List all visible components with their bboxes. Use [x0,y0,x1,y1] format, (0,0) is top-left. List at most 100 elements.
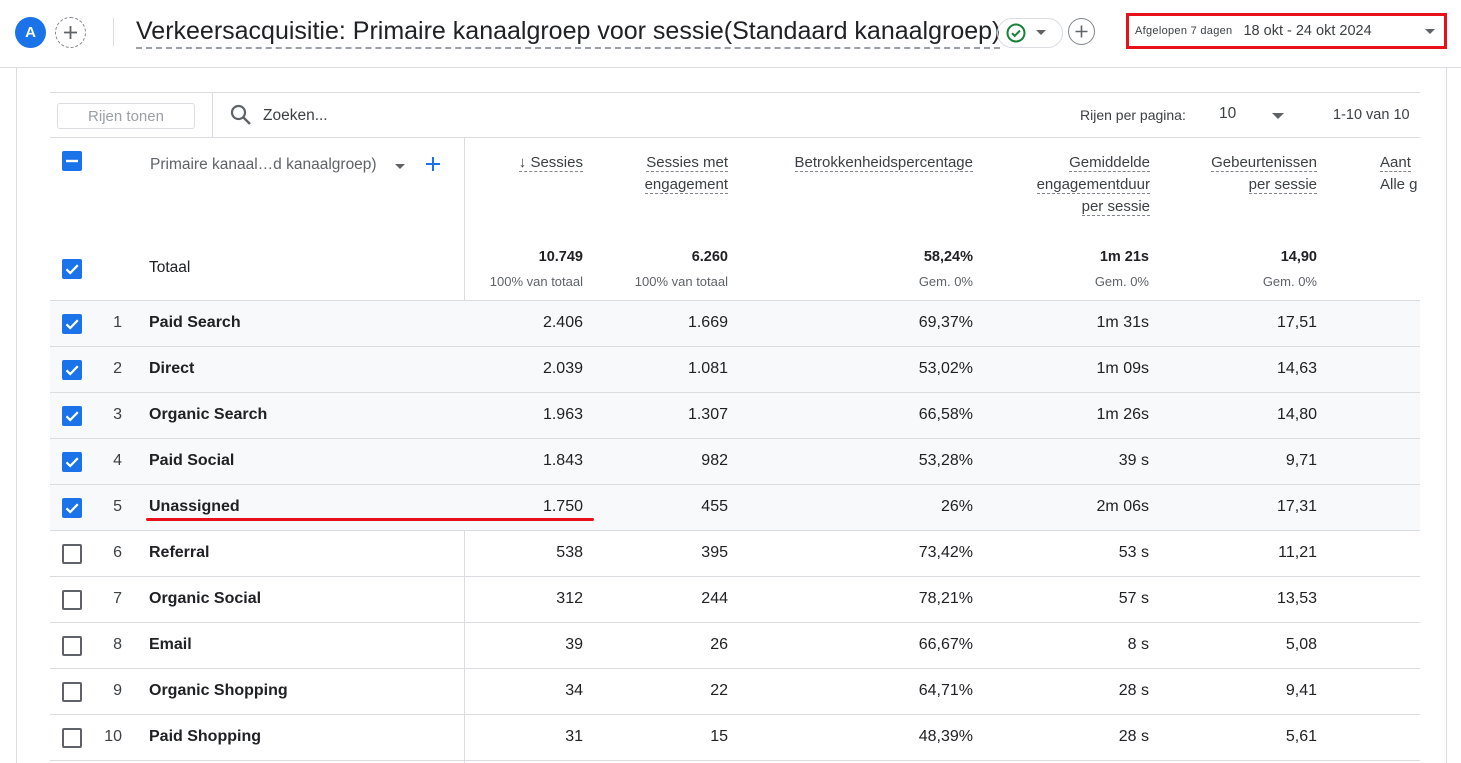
cell-events-per-session: 17,31 [1276,498,1317,515]
cell-events-per-session: 11,21 [1278,544,1317,561]
add-dimension-icon[interactable] [425,156,441,172]
row-index: 3 [113,406,122,423]
channel-name[interactable]: Referral [149,544,210,561]
select-all-checkbox[interactable] [62,151,82,171]
row-index: 4 [113,452,122,469]
row-checkbox[interactable] [62,314,82,334]
total-checkbox[interactable] [62,259,82,279]
row-checkbox[interactable] [62,728,82,748]
channel-name[interactable]: Organic Shopping [149,682,288,699]
cell-engagement-rate: 64,71% [918,682,973,699]
total-label: Totaal [149,259,191,276]
row-index: 10 [104,728,122,745]
row-index: 2 [113,360,122,377]
cell-avg-engagement-time: 28 s [1118,728,1149,745]
caret-down-icon [1425,29,1435,34]
column-header-label: Gebeurtenissen [1211,154,1317,172]
channel-name[interactable]: Unassigned [149,498,240,515]
total-engaged-sessions-sub: 100% van totaal [634,274,728,289]
page-title[interactable]: Verkeersacquisitie: Primaire kanaalgroep… [136,15,1001,49]
checkmark-icon [65,457,79,468]
add-comparison-button[interactable] [55,17,86,48]
date-range-label: Afgelopen 7 dagen [1135,25,1233,37]
cell-engaged-sessions: 982 [701,452,728,469]
comparison-avatar[interactable]: A [15,17,46,48]
column-header-label: per sessie [1248,176,1317,194]
card-border [1446,68,1447,763]
caret-down-icon[interactable] [1272,113,1284,120]
column-header-label: Sessies met [646,154,728,172]
rows-per-page-select[interactable]: 10 [1219,105,1237,122]
cell-engaged-sessions: 1.307 [687,406,728,423]
cell-engagement-rate: 66,58% [918,406,973,423]
add-button[interactable] [1068,18,1095,45]
report-status-button[interactable] [997,18,1063,48]
date-range-value: 18 okt - 24 okt 2024 [1243,23,1372,39]
show-rows-button[interactable]: Rijen tonen [57,103,195,129]
column-header-sessions[interactable]: ↓ Sessies [483,152,583,174]
cell-sessions: 1.843 [542,452,583,469]
cell-engaged-sessions: 244 [701,590,728,607]
row-checkbox[interactable] [62,544,82,564]
cell-engaged-sessions: 15 [710,728,728,745]
total-engagement-rate-sub: Gem. 0% [918,274,973,289]
row-index: 6 [113,544,122,561]
column-header-avg-engagement-time[interactable]: Gemiddelde engagementduur per sessie [1000,152,1150,218]
plus-icon [1075,25,1088,38]
row-checkbox[interactable] [62,682,82,702]
row-checkbox[interactable] [62,406,82,426]
search-input[interactable] [263,105,563,127]
cell-avg-engagement-time: 1m 09s [1096,360,1149,377]
row-index: 5 [113,498,122,515]
cell-engagement-rate: 78,21% [918,590,973,607]
cell-avg-engagement-time: 2m 06s [1096,498,1149,515]
table-row[interactable]: 6 Referral 538 395 73,42% 53 s 11,21 [50,531,1420,577]
row-checkbox[interactable] [62,590,82,610]
check-circle-icon [1006,23,1026,43]
cell-engaged-sessions: 1.669 [687,314,728,331]
pagination-text: 1-10 van 10 [1333,107,1410,123]
column-header-events-per-session[interactable]: Gebeurtenissen per sessie [1180,152,1317,196]
channel-name[interactable]: Email [149,636,192,653]
table-row[interactable]: 9 Organic Shopping 34 22 64,71% 28 s 9,41 [50,669,1420,715]
caret-down-icon [1036,30,1046,35]
table-row[interactable]: 1 Paid Search 2.406 1.669 69,37% 1m 31s 17,51 [50,301,1420,347]
toolbar-divider [212,93,213,138]
column-header-engaged-sessions[interactable]: Sessies met engagement [598,152,728,196]
dimension-header[interactable]: Primaire kanaal…d kanaalgroep) [150,156,377,173]
column-header-event-count[interactable]: Aant Alle g [1380,152,1420,196]
table-row[interactable]: 10 Paid Shopping 31 15 48,39% 28 s 5,61 [50,715,1420,761]
cell-sessions: 2.039 [542,360,583,377]
table-row[interactable]: 3 Organic Search 1.963 1.307 66,58% 1m 26s 14,… [50,393,1420,439]
cell-avg-engagement-time: 28 s [1118,682,1149,699]
cell-avg-engagement-time: 39 s [1118,452,1149,469]
cell-sessions: 1.963 [542,406,583,423]
channel-name[interactable]: Direct [149,360,195,377]
table-row[interactable]: 2 Direct 2.039 1.081 53,02% 1m 09s 14,63 [50,347,1420,393]
date-range-picker[interactable]: Afgelopen 7 dagen 18 okt - 24 okt 2024 [1126,13,1447,49]
cell-engaged-sessions: 26 [710,636,728,653]
row-checkbox[interactable] [62,636,82,656]
channel-name[interactable]: Organic Search [149,406,268,423]
cell-events-per-session: 9,71 [1285,452,1317,469]
row-checkbox[interactable] [62,498,82,518]
checkmark-icon [65,365,79,376]
caret-down-icon[interactable] [395,164,405,170]
table-row[interactable]: 4 Paid Social 1.843 982 53,28% 39 s 9,71 [50,439,1420,485]
cell-events-per-session: 13,53 [1276,590,1317,607]
table-row[interactable]: 5 Unassigned 1.750 455 26% 2m 06s 17,31 [50,485,1420,531]
total-sessions-sub: 100% van totaal [489,274,583,289]
channel-name[interactable]: Organic Social [149,590,262,607]
column-header-engagement-rate[interactable]: Betrokkenheidspercentage [768,152,973,174]
rows-per-page-label: Rijen per pagina: [1080,107,1186,123]
channel-name[interactable]: Paid Search [149,314,241,331]
total-events-per-session: 14,90 [1280,249,1317,265]
table-row[interactable]: 8 Email 39 26 66,67% 8 s 5,08 [50,623,1420,669]
channel-name[interactable]: Paid Social [149,452,235,469]
row-checkbox[interactable] [62,360,82,380]
table-row[interactable]: 7 Organic Social 312 244 78,21% 57 s 13,53 [50,577,1420,623]
channel-name[interactable]: Paid Shopping [149,728,261,745]
row-checkbox[interactable] [62,452,82,472]
cell-events-per-session: 5,08 [1285,636,1317,653]
highlight-underline [146,518,594,521]
